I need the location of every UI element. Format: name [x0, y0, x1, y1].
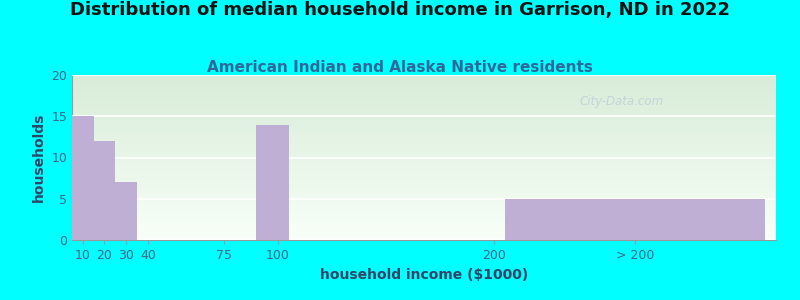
- Bar: [506, 199, 765, 240]
- Y-axis label: households: households: [32, 113, 46, 202]
- Text: Distribution of median household income in Garrison, ND in 2022: Distribution of median household income …: [70, 2, 730, 20]
- X-axis label: household income ($1000): household income ($1000): [320, 268, 528, 282]
- Text: American Indian and Alaska Native residents: American Indian and Alaska Native reside…: [207, 60, 593, 75]
- Bar: [72, 116, 94, 240]
- Bar: [256, 124, 289, 240]
- Bar: [115, 182, 137, 240]
- Bar: [94, 141, 115, 240]
- Text: City-Data.com: City-Data.com: [579, 95, 663, 108]
